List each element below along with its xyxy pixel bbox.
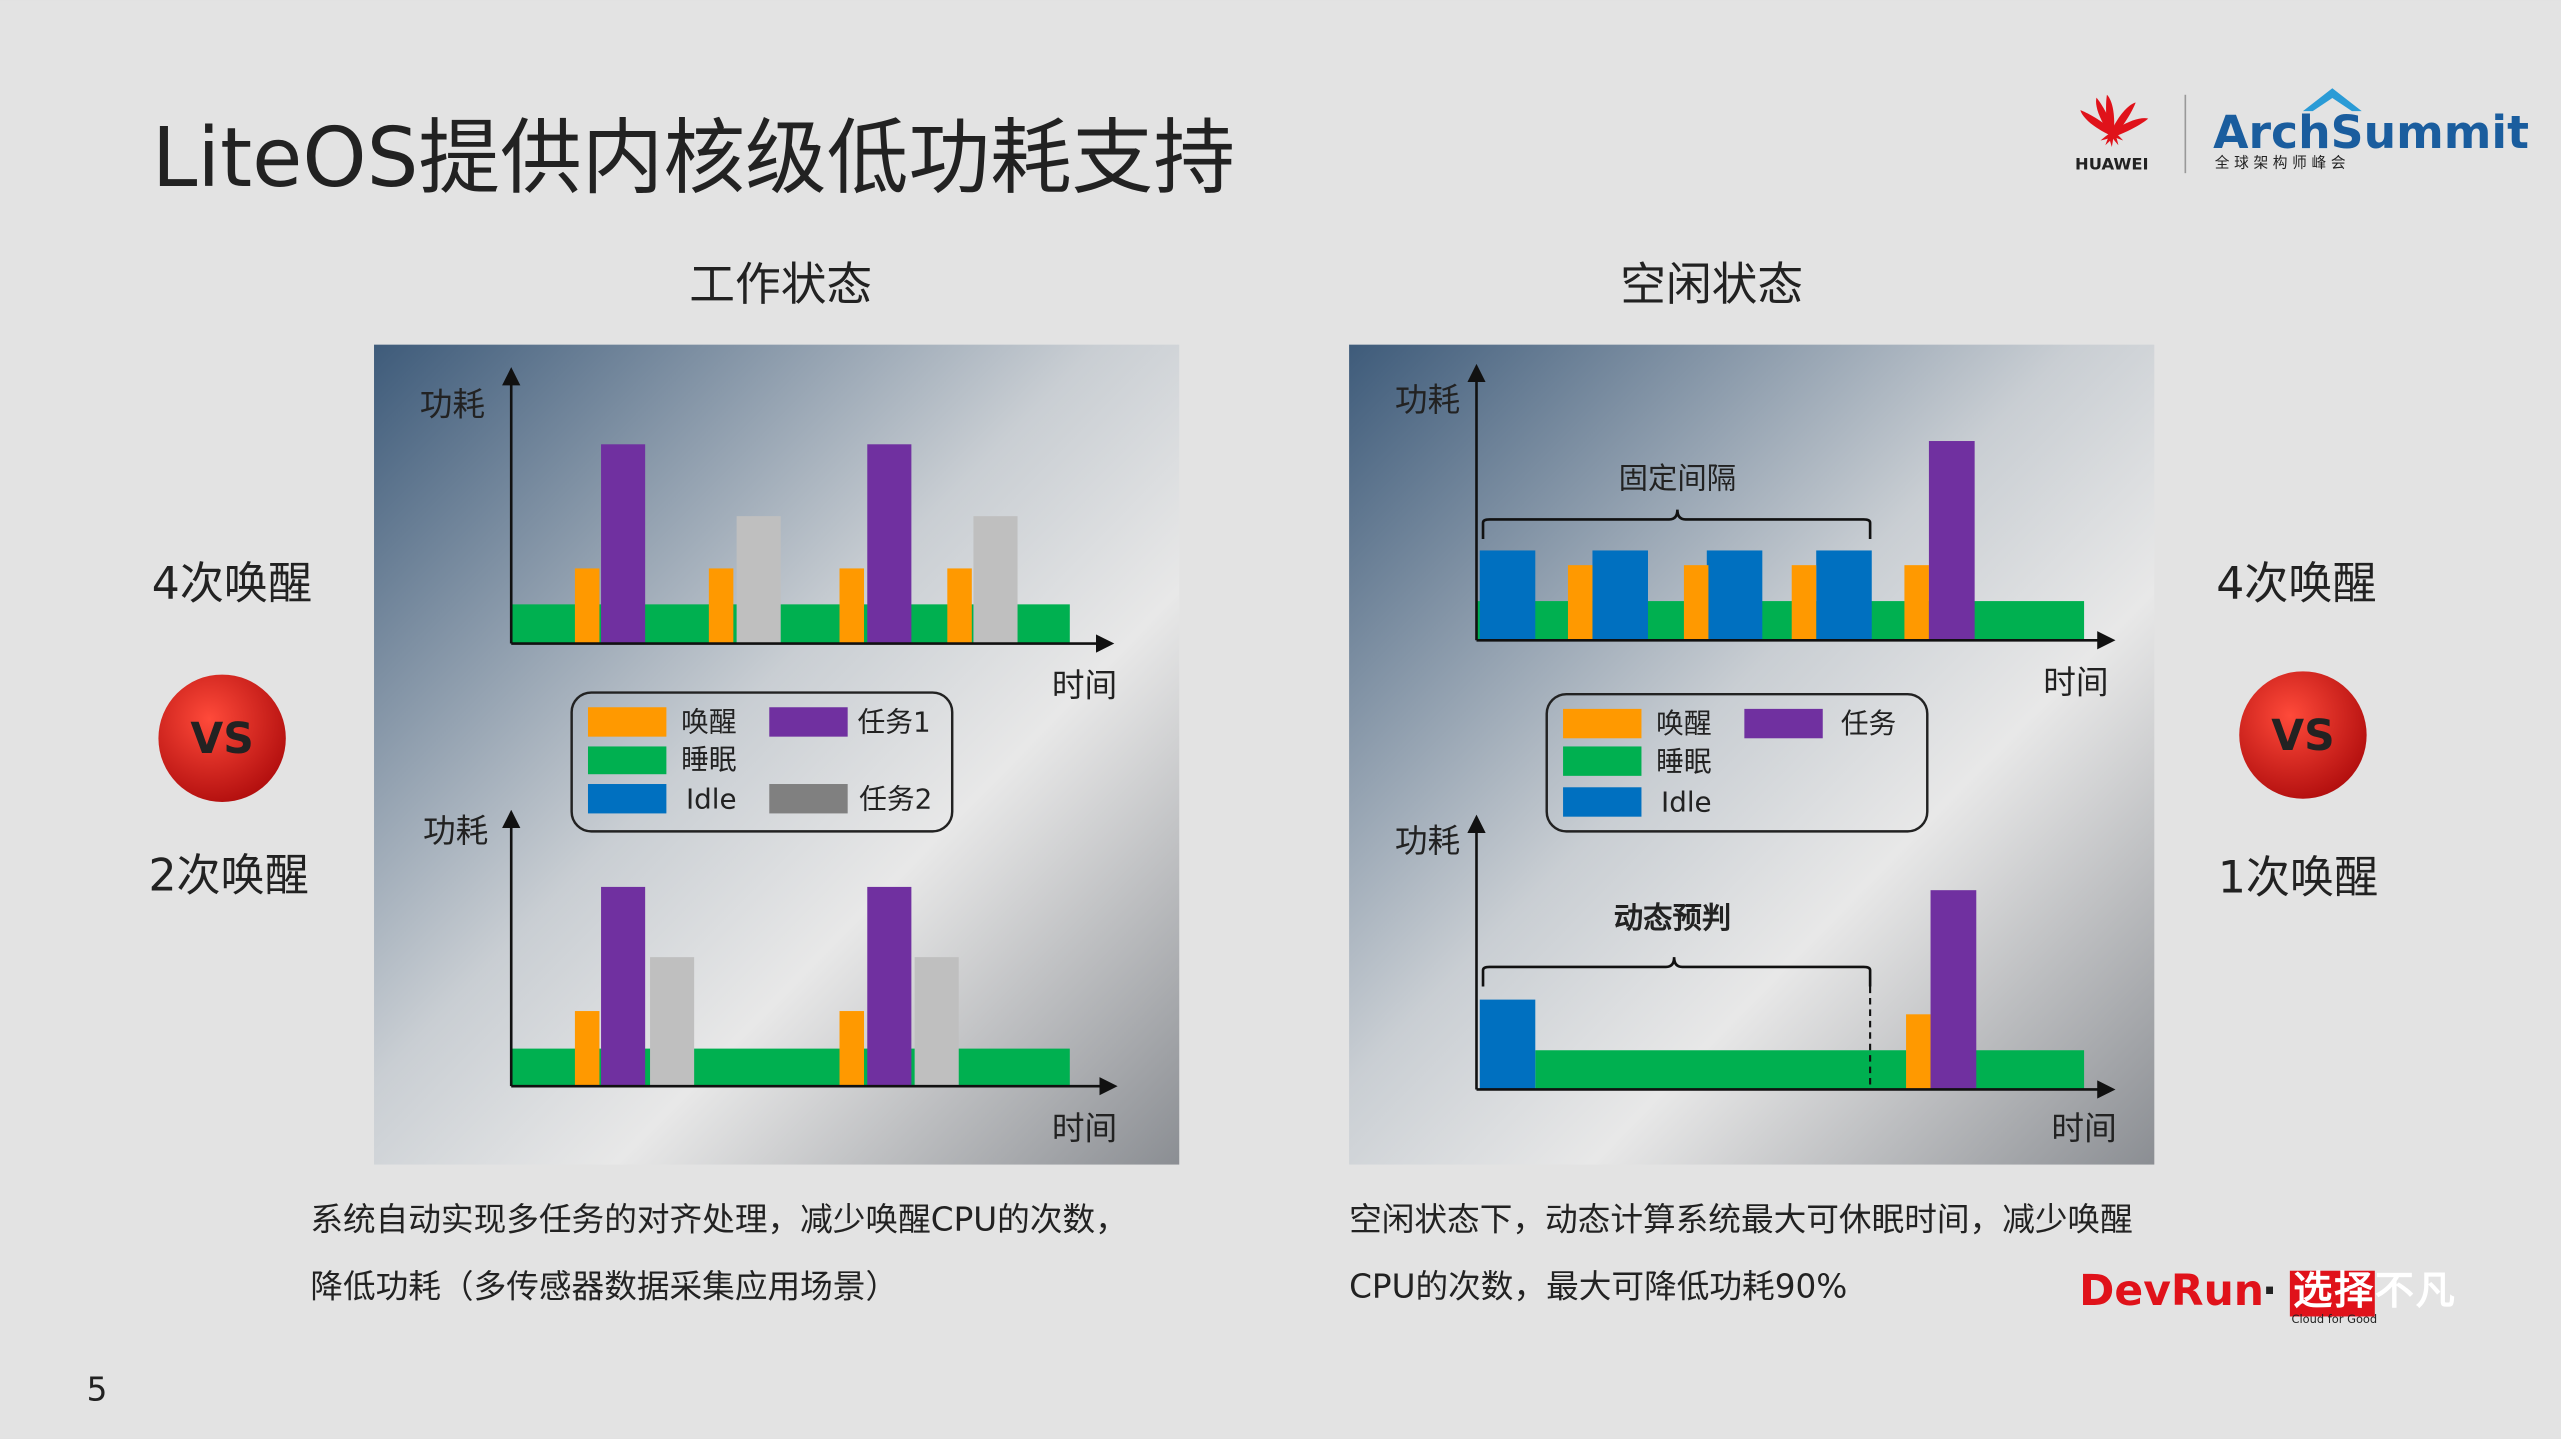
caption-line: 空闲状态下，动态计算系统最大可休眠时间，减少唤醒 <box>1349 1201 2133 1239</box>
legend-swatch <box>1563 746 1642 776</box>
huawei-text: HUAWEI <box>2075 154 2149 173</box>
legend-swatch <box>587 784 667 814</box>
panel-heading: 工作状态 <box>689 258 872 311</box>
y-axis-label: 功耗 <box>420 386 485 424</box>
arch-summit-icon <box>2302 88 2362 112</box>
legend-swatch <box>1744 708 1823 739</box>
bracket-label: 动态预判 <box>1614 901 1732 935</box>
bottom-wakeups: 1次唤醒 <box>2218 852 2378 903</box>
panel-background <box>374 344 1180 1165</box>
vs-badge <box>158 674 286 802</box>
y-axis-label: 功耗 <box>1395 822 1460 860</box>
legend-swatch <box>587 707 667 737</box>
legend-label: 唤醒 <box>1656 707 1712 740</box>
y-axis-label: 功耗 <box>423 812 488 850</box>
legend-label: Idle <box>1661 786 1712 819</box>
legend-box <box>1545 692 1929 833</box>
legend-swatch <box>769 707 848 737</box>
legend-label: 唤醒 <box>681 706 737 739</box>
legend-label: 任务1 <box>857 706 930 739</box>
top-wakeups: 4次唤醒 <box>152 558 312 609</box>
legend-label: 睡眠 <box>681 743 737 776</box>
slogan-text: 选择不凡 <box>2293 1269 2456 1314</box>
legend-swatch <box>1563 787 1642 817</box>
x-axis-label: 时间 <box>1052 667 1117 705</box>
y-axis-label: 功耗 <box>1395 381 1460 419</box>
bracket-label: 固定间隔 <box>1619 462 1737 496</box>
arch-summit-text: ArchSummit <box>2213 106 2529 159</box>
huawei-logo: HUAWEI <box>2075 94 2149 173</box>
legend-label: 睡眠 <box>1656 745 1712 778</box>
caption-line: 系统自动实现多任务的对齐处理，减少唤醒CPU的次数， <box>310 1201 1128 1239</box>
caption-line: 降低功耗（多传感器数据采集应用场景） <box>310 1268 898 1306</box>
legend-label: Idle <box>686 782 737 815</box>
legend-label: 任务 <box>1841 707 1897 740</box>
legend-label: 任务2 <box>859 782 932 815</box>
slogan-bg <box>2289 1270 2375 1317</box>
x-axis-label: 时间 <box>2043 663 2108 701</box>
bottom-timeline <box>502 809 1118 1096</box>
legend-swatch <box>769 784 848 814</box>
slogan-sub: Cloud for Good <box>2292 1312 2378 1326</box>
top-timeline <box>1467 363 2116 650</box>
caption-line: CPU的次数，最大可降低功耗90% <box>1349 1268 1847 1306</box>
legend-swatch <box>1563 708 1642 739</box>
devrun-dot: · <box>2262 1269 2277 1314</box>
legend-swatch <box>587 746 667 775</box>
vs-text: VS <box>2271 712 2334 761</box>
slide-title: LiteOS提供内核级低功耗支持 <box>152 111 1235 206</box>
bottom-wakeups: 2次唤醒 <box>149 851 309 902</box>
bottom-timeline <box>1467 814 2116 1099</box>
arch-summit-sub: 全 球 架 构 师 峰 会 <box>2215 153 2346 171</box>
x-axis-label: 时间 <box>2051 1109 2116 1147</box>
vs-text: VS <box>190 715 253 764</box>
x-axis-label: 时间 <box>1052 1109 1117 1147</box>
legend-box <box>570 691 954 833</box>
top-wakeups: 4次唤醒 <box>2216 558 2376 609</box>
panel-heading: 空闲状态 <box>1620 258 1803 311</box>
top-timeline <box>502 367 1115 653</box>
panel-background <box>1349 344 2155 1165</box>
page-number: 5 <box>87 1371 108 1409</box>
vs-badge <box>2239 671 2367 799</box>
devrun-text: DevRun <box>2079 1267 2264 1316</box>
